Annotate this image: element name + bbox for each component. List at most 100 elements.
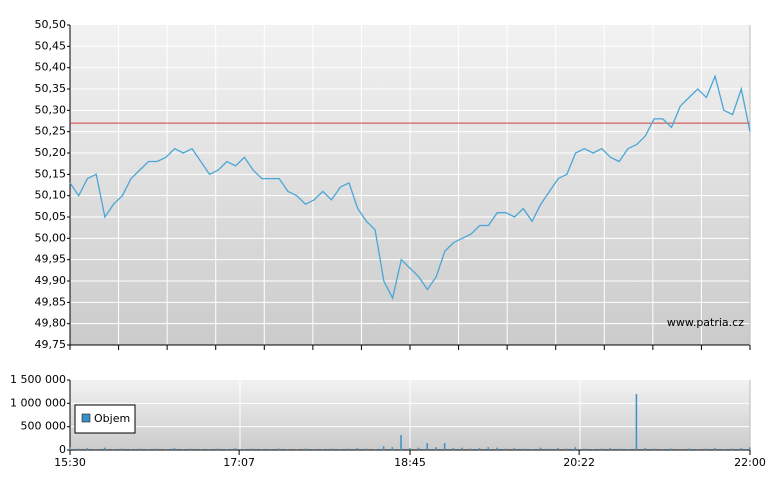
- price-line: [69, 74, 751, 300]
- volume-bar: [69, 447, 71, 450]
- y-tick-label: 50,00: [35, 231, 67, 244]
- volume-bar: [365, 448, 367, 450]
- x-tick-label: 17:07: [223, 456, 255, 469]
- volume-bar: [391, 447, 394, 450]
- volume-bar: [77, 448, 80, 450]
- volume-bar: [130, 449, 132, 450]
- volume-bar: [618, 448, 620, 450]
- volume-bar: [112, 449, 115, 450]
- volume-bar: [103, 447, 106, 450]
- volume-bar: [321, 449, 324, 450]
- volume-bar: [217, 448, 219, 450]
- x-tick-label: 22:00: [734, 456, 766, 469]
- volume-bar: [452, 448, 455, 450]
- volume-bar: [330, 448, 333, 450]
- y-tick-label: 50,40: [35, 61, 67, 74]
- volume-bar: [592, 449, 594, 450]
- volume-bar: [269, 449, 272, 450]
- volume-bar: [182, 449, 184, 450]
- volume-bar: [749, 447, 751, 450]
- volume-bar: [252, 448, 254, 450]
- y-tick-label: 50,45: [35, 39, 67, 52]
- volume-bar: [173, 448, 176, 450]
- volume-bar: [95, 449, 97, 450]
- volume-bar: [574, 447, 577, 450]
- y-tick-label: 50,35: [35, 82, 67, 95]
- x-tick-label: 18:45: [394, 456, 426, 469]
- volume-bar: [531, 449, 533, 450]
- volume-bar: [374, 449, 376, 450]
- volume-bar: [548, 448, 550, 450]
- volume-bar: [653, 448, 655, 450]
- volume-bar: [513, 448, 516, 450]
- volume-bar: [304, 448, 306, 450]
- y-tick-label: 0: [59, 443, 66, 456]
- volume-bar: [286, 449, 289, 450]
- y-tick-label: 1 500 000: [10, 373, 66, 386]
- volume-bar: [295, 449, 298, 450]
- y-tick-label: 500 000: [21, 420, 67, 433]
- volume-bar: [496, 447, 498, 450]
- volume-bar: [487, 447, 489, 450]
- volume-bar: [243, 449, 245, 450]
- volume-bar: [443, 443, 446, 450]
- y-tick-label: 50,05: [35, 210, 67, 223]
- volume-bar: [504, 448, 507, 450]
- volume-bar: [260, 449, 263, 450]
- volume-bar: [400, 435, 402, 450]
- y-tick-label: 49,80: [35, 317, 67, 330]
- volume-bar: [635, 394, 638, 450]
- y-tick-label: 50,15: [35, 167, 67, 180]
- volume-bar: [164, 449, 167, 450]
- volume-bar: [731, 448, 734, 450]
- volume-bar: [539, 447, 542, 450]
- volume-bar: [670, 448, 673, 450]
- y-tick-label: 50,30: [35, 103, 67, 116]
- y-tick-label: 49,95: [35, 253, 67, 266]
- volume-bar: [382, 446, 385, 450]
- volume-bar: [722, 449, 725, 450]
- volume-bar: [478, 448, 481, 450]
- volume-bar: [626, 449, 629, 450]
- y-tick-label: 1 000 000: [10, 396, 66, 409]
- volume-bar: [208, 449, 210, 450]
- volume-bar: [278, 448, 280, 450]
- volume-bar: [313, 449, 315, 450]
- volume-bar: [679, 449, 681, 450]
- volume-bar: [740, 448, 742, 450]
- y-tick-label: 50,50: [35, 18, 67, 31]
- volume-bar: [191, 448, 193, 450]
- volume-bar: [522, 448, 524, 450]
- watermark: www.patria.cz: [667, 316, 744, 329]
- volume-bar: [417, 447, 420, 450]
- volume-bar: [557, 448, 559, 450]
- volume-bar: [347, 448, 350, 450]
- volume-bar: [339, 449, 341, 450]
- volume-bar: [138, 448, 141, 450]
- volume-bar: [565, 448, 568, 450]
- volume-bar: [356, 448, 359, 450]
- y-tick-label: 50,20: [35, 146, 67, 159]
- legend-swatch: [81, 413, 91, 423]
- volume-bar: [470, 448, 472, 450]
- volume-bar: [644, 448, 646, 450]
- volume-bar: [121, 448, 123, 450]
- volume-bar: [147, 449, 149, 450]
- volume-bar: [600, 448, 603, 450]
- y-tick-label: 49,75: [35, 338, 67, 351]
- y-tick-label: 50,10: [35, 189, 67, 202]
- volume-bar: [234, 448, 237, 450]
- volume-bar: [714, 448, 716, 450]
- volume-bar: [609, 448, 612, 450]
- y-tick-label: 50,25: [35, 125, 67, 138]
- volume-bar: [435, 447, 437, 450]
- y-tick-label: 49,90: [35, 274, 67, 287]
- volume-bar: [583, 448, 585, 450]
- volume-bar: [461, 447, 463, 450]
- volume-bar: [687, 448, 690, 450]
- volume-bar: [696, 449, 699, 450]
- volume-bar: [199, 449, 202, 450]
- legend-label: Objem: [94, 412, 130, 425]
- volume-bar: [409, 448, 411, 450]
